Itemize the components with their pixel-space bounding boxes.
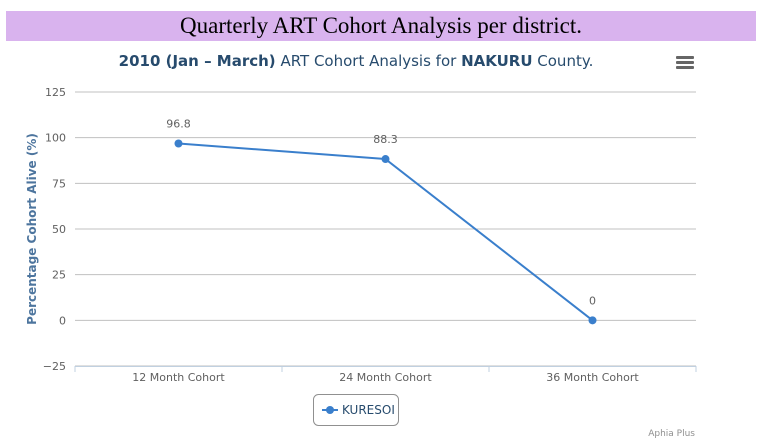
x-tick-label: 36 Month Cohort [546, 371, 639, 384]
data-point[interactable] [381, 155, 390, 164]
y-tick-label: 125 [45, 86, 66, 99]
data-label: 0 [589, 294, 596, 307]
data-label: 88.3 [373, 133, 398, 146]
y-tick-label: 25 [52, 269, 66, 282]
chart-title-part: ART Cohort Analysis for [276, 52, 461, 70]
legend-box [313, 394, 399, 426]
legend-item-kuresoi[interactable]: KURESOI [342, 403, 395, 417]
legend[interactable]: KURESOI [313, 394, 399, 426]
chart-title-part: County. [533, 52, 594, 70]
chart-title-part: 2010 (Jan – March) [119, 52, 276, 70]
y-axis-label: Percentage Cohort Alive (%) [25, 133, 39, 325]
data-label: 96.8 [166, 118, 191, 131]
data-point[interactable] [174, 139, 183, 148]
y-tick-label: 50 [52, 223, 66, 236]
x-tick-label: 24 Month Cohort [339, 371, 432, 384]
x-axis: 12 Month Cohort 24 Month Cohort 36 Month C… [74, 366, 697, 384]
y-tick-label: 100 [45, 132, 66, 145]
y-tick-label: −25 [43, 360, 66, 373]
x-tick-label: 12 Month Cohort [132, 371, 225, 384]
series-kuresoi: 96.8 88.3 0 [166, 118, 597, 325]
credits-text[interactable]: Aphia Plus [648, 429, 695, 439]
legend-marker [326, 406, 334, 414]
y-tick-label: 0 [59, 314, 66, 327]
chart-title: 2010 (Jan – March) ART Cohort Analysis f… [119, 52, 594, 70]
series-line [178, 142, 594, 322]
y-tick-label: 75 [52, 177, 66, 190]
y-axis-ticks: −25 0 25 50 75 100 125 [43, 86, 66, 373]
page-banner: Quarterly ART Cohort Analysis per distri… [6, 11, 756, 41]
data-point[interactable] [588, 316, 597, 325]
hamburger-icon[interactable] [675, 54, 695, 72]
chart-title-part: NAKURU [461, 52, 532, 70]
